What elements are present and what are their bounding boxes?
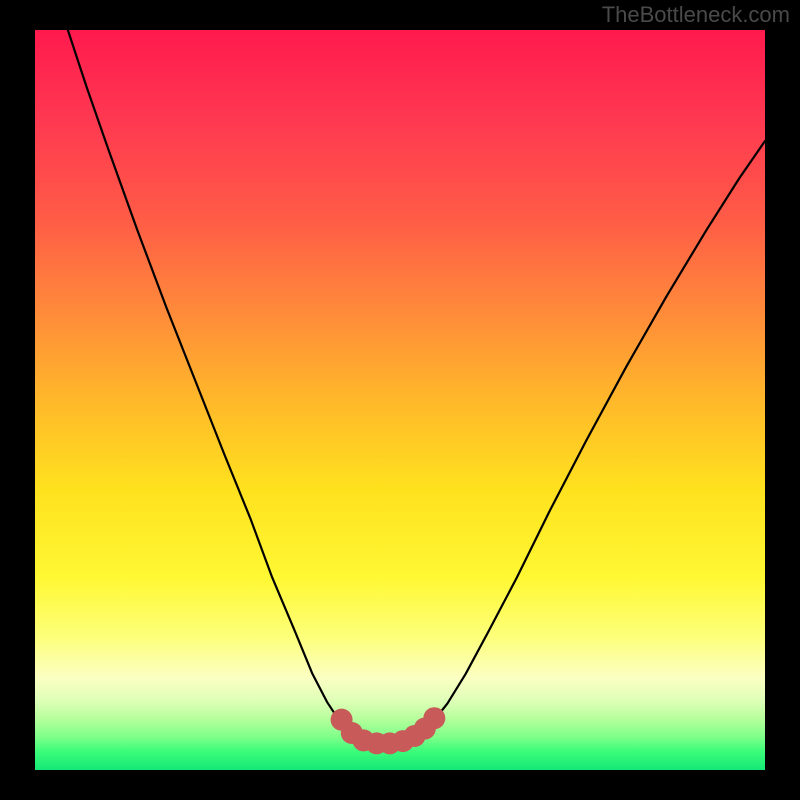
watermark-text: TheBottleneck.com <box>602 2 790 27</box>
curve-marker <box>423 707 445 729</box>
chart-container: TheBottleneck.com <box>0 0 800 800</box>
gradient-plot-area <box>35 30 765 770</box>
chart-svg: TheBottleneck.com <box>0 0 800 800</box>
